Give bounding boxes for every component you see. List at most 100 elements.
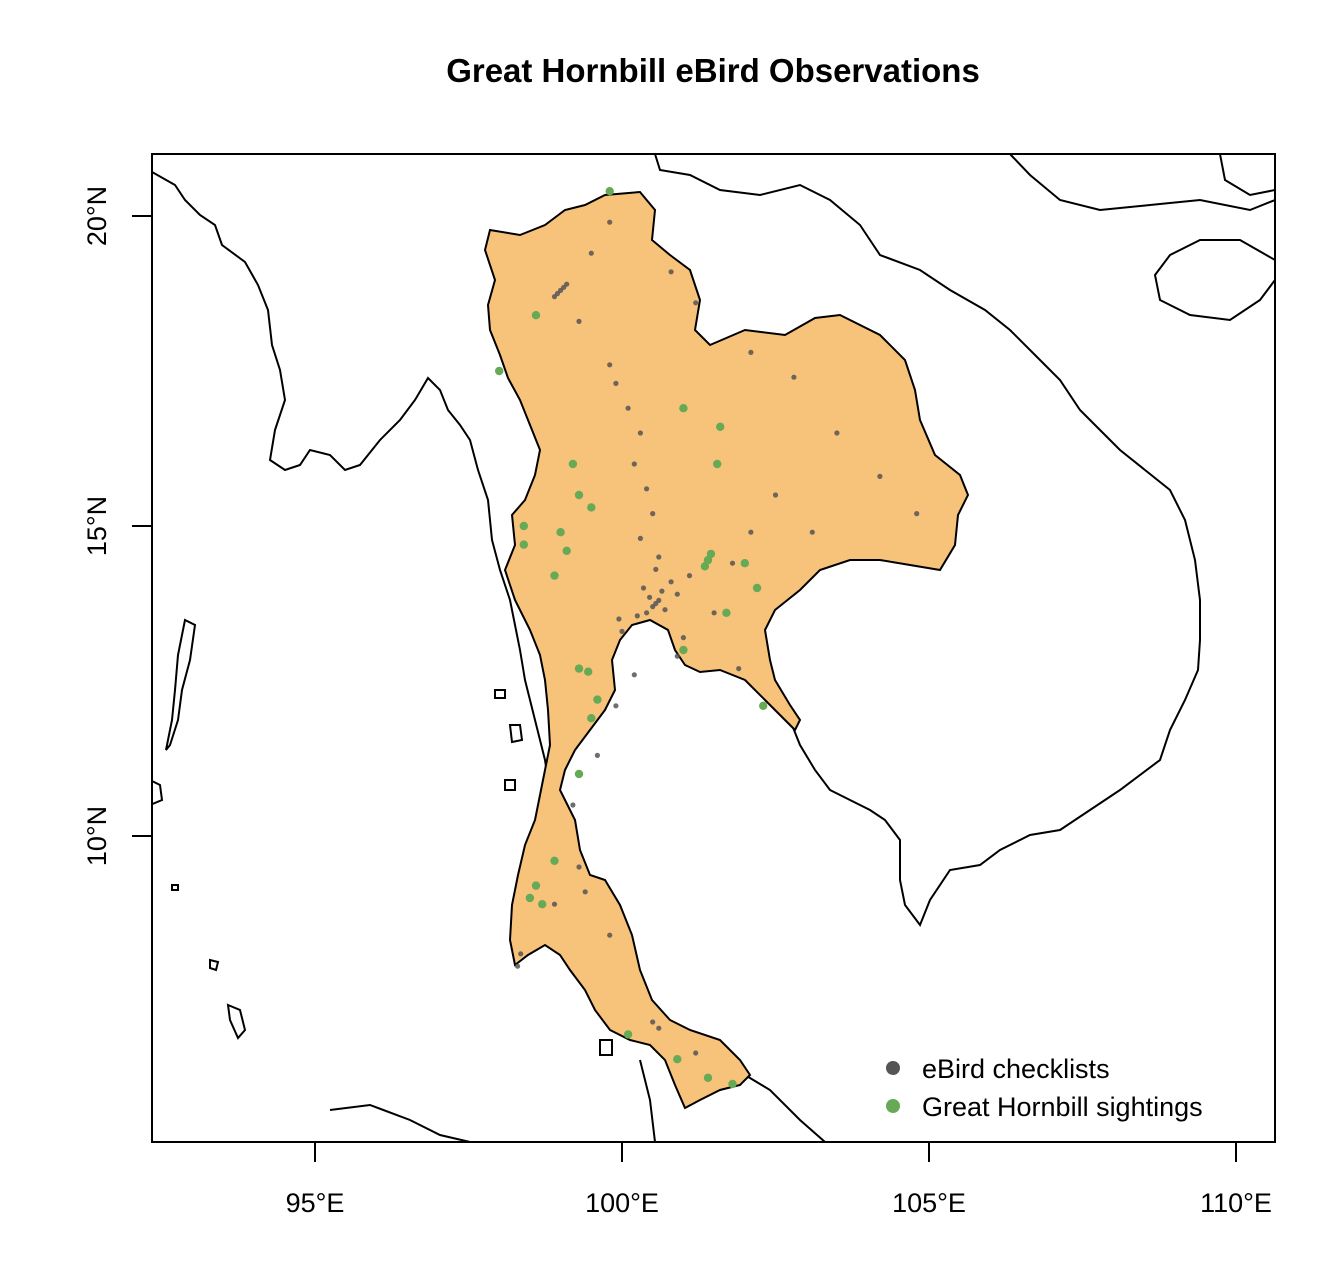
y-tick-label: 20°N (82, 186, 112, 246)
coastline-andaman (165, 618, 197, 751)
checklist-point (748, 349, 754, 355)
sighting-point (531, 311, 541, 320)
sighting-point (568, 459, 578, 469)
checklist-point (877, 473, 883, 479)
sighting-point (752, 583, 762, 593)
checklist-point (809, 529, 815, 535)
sighting-point (623, 1030, 633, 1039)
sighting-point (700, 562, 710, 571)
sighting-point (562, 546, 571, 555)
sighting-point (574, 769, 584, 779)
checklist-point (650, 604, 656, 610)
sighting-point (740, 559, 749, 568)
sighting-point (703, 1073, 713, 1083)
checklist-point (607, 932, 613, 938)
legend-marker-checklists (886, 1061, 900, 1075)
checklist-point (680, 635, 687, 641)
checklist-point (644, 486, 650, 492)
checklist-point (772, 492, 779, 498)
checklist-point (576, 318, 582, 324)
legend: eBird checklists Great Hornbill sighting… (886, 1054, 1203, 1122)
checklist-point (576, 864, 582, 870)
x-tick-label: 100°E (585, 1188, 659, 1218)
checklist-point (650, 510, 656, 517)
checklist-point (711, 610, 717, 616)
checklist-point (644, 610, 650, 616)
checklist-point (662, 607, 668, 613)
sighting-point (519, 540, 528, 549)
checklist-point (634, 613, 640, 619)
sighting-point (728, 1079, 737, 1089)
sighting-point (574, 490, 584, 500)
sighting-point (706, 549, 716, 559)
checklist-point (613, 380, 619, 386)
x-tick-label: 105°E (892, 1188, 966, 1218)
sighting-point (679, 645, 688, 655)
checklist-point (736, 666, 742, 672)
checklist-point (693, 1050, 699, 1056)
sighting-point (679, 404, 688, 413)
sighting-point (584, 667, 593, 676)
checklist-point (637, 430, 644, 436)
checklist-point (656, 554, 662, 560)
legend-marker-sightings (886, 1099, 900, 1113)
x-tick-label: 110°E (1200, 1188, 1272, 1218)
checklist-point (564, 281, 570, 287)
checklist-point (594, 752, 601, 759)
sighting-point (519, 521, 528, 531)
checklist-point (653, 566, 659, 573)
checklist-point (551, 901, 558, 907)
sighting-point (574, 664, 584, 673)
checklist-point (616, 616, 622, 622)
sighting-point (531, 881, 541, 890)
checklist-point (659, 588, 665, 594)
checklist-point (914, 510, 920, 517)
x-axis (314, 1142, 1237, 1162)
checklist-point (693, 300, 699, 306)
checklist-point (631, 672, 637, 678)
checklist-point (729, 560, 736, 566)
sighting-point (587, 714, 596, 723)
checklist-point (668, 269, 674, 275)
checklist-point (834, 430, 840, 436)
sighting-point (587, 503, 596, 512)
coastlines (152, 154, 1275, 1142)
checklist-point (588, 250, 594, 256)
checklist-point (668, 579, 674, 585)
map-title: Great Hornbill eBird Observations (446, 52, 980, 89)
checklist-point (686, 573, 693, 579)
checklist-point (674, 591, 680, 597)
checklist-point (625, 405, 631, 411)
checklist-point (656, 1025, 662, 1031)
checklist-point (650, 1019, 656, 1025)
coastline-myanmar (152, 171, 549, 781)
checklist-point (640, 585, 647, 591)
checklist-point (791, 374, 797, 380)
checklist-point (674, 653, 680, 659)
checklist-point (551, 294, 558, 300)
sighting-point (759, 701, 768, 710)
checklist-point (619, 628, 625, 635)
sighting-point (556, 528, 565, 537)
sighting-point (673, 1055, 682, 1064)
sighting-point (550, 571, 559, 580)
checklist-point (647, 594, 653, 600)
x-tick-label: 95°E (286, 1188, 345, 1218)
y-axis (132, 215, 152, 837)
coastline-hainan (1153, 239, 1275, 322)
y-tick-label: 15°N (82, 496, 112, 556)
sighting-point (525, 893, 535, 903)
sighting-point (593, 695, 602, 704)
sighting-point (605, 187, 614, 196)
sighting-point (713, 459, 722, 469)
points-layer (495, 187, 920, 1089)
sighting-point (550, 856, 559, 865)
checklist-point (637, 535, 644, 542)
checklist-point (582, 889, 588, 895)
checklist-point (607, 362, 613, 368)
legend-label-checklists: eBird checklists (922, 1054, 1110, 1084)
sighting-point (716, 422, 725, 431)
checklist-point (631, 461, 637, 467)
checklist-point (570, 802, 576, 808)
